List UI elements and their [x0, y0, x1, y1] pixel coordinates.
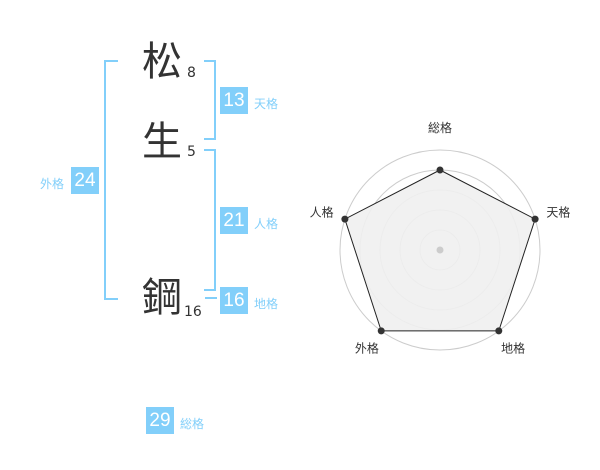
jinkaku-label: 人格: [254, 217, 279, 231]
char-2: 生: [142, 119, 182, 165]
radar-center: [436, 246, 444, 254]
radar-axis-label: 人格: [310, 204, 334, 219]
chikaku-value: 16: [220, 287, 248, 314]
radar-axis-label: 地格: [501, 341, 525, 356]
soukaku-value: 29: [146, 407, 174, 434]
tenkaku-label: 天格: [254, 97, 279, 111]
tenkaku-value: 13: [220, 87, 248, 114]
char-1-strokes: 8: [187, 65, 196, 81]
chikaku-label: 地格: [254, 297, 279, 311]
soukaku-label: 総格: [180, 417, 205, 431]
radar-point: [495, 327, 503, 335]
chikaku-connector: [205, 297, 217, 299]
radar-ring: [339, 149, 541, 351]
tenkaku-bracket: [204, 60, 216, 140]
radar-axis-label: 総格: [428, 120, 452, 135]
radar-axis-label: 外格: [355, 341, 379, 356]
radar-point: [531, 215, 539, 223]
jinkaku-bracket: [204, 149, 216, 291]
gaikaku-bracket: [104, 60, 118, 300]
radar-point: [341, 215, 349, 223]
jinkaku-value: 21: [220, 207, 248, 234]
char-2-strokes: 5: [187, 144, 196, 160]
radar-point: [436, 166, 444, 174]
radar-axis-label: 天格: [546, 204, 570, 219]
gaikaku-value: 24: [71, 167, 99, 194]
char-3: 鋼: [142, 275, 182, 321]
char-3-strokes: 16: [184, 304, 202, 320]
gaikaku-label: 外格: [40, 177, 65, 191]
char-1: 松: [142, 39, 182, 85]
radar-point: [377, 327, 385, 335]
